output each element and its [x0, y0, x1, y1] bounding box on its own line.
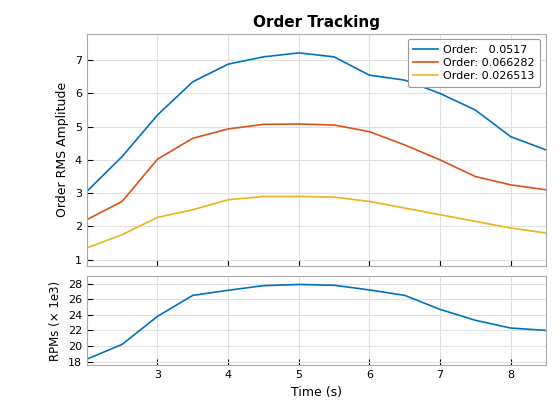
Order: 0.066282: (8, 3.25): 0.066282: (8, 3.25) — [507, 182, 514, 187]
Order: 0.066282: (5.5, 5.05): 0.066282: (5.5, 5.05) — [331, 123, 338, 128]
Order: 0.026513: (4.5, 2.9): 0.026513: (4.5, 2.9) — [260, 194, 267, 199]
Order: 0.066282: (7.5, 3.5): 0.066282: (7.5, 3.5) — [472, 174, 479, 179]
Order:   0.0517: (5.5, 7.1): 0.0517: (5.5, 7.1) — [331, 54, 338, 59]
Order: 0.026513: (6, 2.75): 0.026513: (6, 2.75) — [366, 199, 373, 204]
Legend: Order:   0.0517, Order: 0.066282, Order: 0.026513: Order: 0.0517, Order: 0.066282, Order: 0… — [408, 39, 540, 87]
Order: 0.066282: (4, 4.93): 0.066282: (4, 4.93) — [225, 126, 231, 131]
Line: Order:   0.0517: Order: 0.0517 — [87, 53, 546, 192]
Order: 0.066282: (5, 5.08): 0.066282: (5, 5.08) — [295, 121, 302, 126]
Order: 0.026513: (5, 2.9): 0.026513: (5, 2.9) — [295, 194, 302, 199]
Order:   0.0517: (7, 6): 0.0517: (7, 6) — [437, 91, 444, 96]
Order:   0.0517: (4, 6.88): 0.0517: (4, 6.88) — [225, 62, 231, 67]
Order: 0.026513: (7.5, 2.15): 0.026513: (7.5, 2.15) — [472, 219, 479, 224]
Order:   0.0517: (3, 5.35): 0.0517: (3, 5.35) — [154, 113, 161, 118]
Order: 0.026513: (6.5, 2.55): 0.026513: (6.5, 2.55) — [402, 205, 408, 210]
Order: 0.066282: (2.5, 2.75): 0.066282: (2.5, 2.75) — [119, 199, 125, 204]
Order: 0.026513: (8.5, 1.8): 0.026513: (8.5, 1.8) — [543, 231, 549, 236]
Order:   0.0517: (6, 6.55): 0.0517: (6, 6.55) — [366, 73, 373, 78]
Order: 0.066282: (3.5, 4.65): 0.066282: (3.5, 4.65) — [189, 136, 196, 141]
Line: Order: 0.066282: Order: 0.066282 — [87, 124, 546, 220]
Order: 0.026513: (3, 2.27): 0.026513: (3, 2.27) — [154, 215, 161, 220]
Order: 0.026513: (5.5, 2.88): 0.026513: (5.5, 2.88) — [331, 194, 338, 200]
Order:   0.0517: (4.5, 7.1): 0.0517: (4.5, 7.1) — [260, 54, 267, 59]
Order: 0.066282: (6, 4.85): 0.066282: (6, 4.85) — [366, 129, 373, 134]
Order: 0.066282: (4.5, 5.07): 0.066282: (4.5, 5.07) — [260, 122, 267, 127]
Order: 0.026513: (4, 2.8): 0.026513: (4, 2.8) — [225, 197, 231, 202]
Order:   0.0517: (5, 7.22): 0.0517: (5, 7.22) — [295, 50, 302, 55]
Y-axis label: RPMs (× 1e3): RPMs (× 1e3) — [49, 281, 62, 361]
Order:   0.0517: (7.5, 5.5): 0.0517: (7.5, 5.5) — [472, 108, 479, 113]
Order: 0.026513: (2, 1.35): 0.026513: (2, 1.35) — [83, 245, 90, 250]
Order:   0.0517: (8, 4.7): 0.0517: (8, 4.7) — [507, 134, 514, 139]
Order: 0.066282: (3, 4.02): 0.066282: (3, 4.02) — [154, 157, 161, 162]
Order: 0.066282: (7, 4): 0.066282: (7, 4) — [437, 158, 444, 163]
Order: 0.026513: (2.5, 1.75): 0.026513: (2.5, 1.75) — [119, 232, 125, 237]
Order: 0.026513: (8, 1.95): 0.026513: (8, 1.95) — [507, 226, 514, 231]
Order:   0.0517: (2.5, 4.1): 0.0517: (2.5, 4.1) — [119, 154, 125, 159]
Order:   0.0517: (8.5, 4.3): 0.0517: (8.5, 4.3) — [543, 147, 549, 152]
Order:   0.0517: (2, 3.05): 0.0517: (2, 3.05) — [83, 189, 90, 194]
Title: Order Tracking: Order Tracking — [253, 15, 380, 30]
Order: 0.026513: (3.5, 2.5): 0.026513: (3.5, 2.5) — [189, 207, 196, 212]
Line: Order: 0.026513: Order: 0.026513 — [87, 197, 546, 248]
X-axis label: Time (s): Time (s) — [291, 386, 342, 399]
Order: 0.066282: (6.5, 4.45): 0.066282: (6.5, 4.45) — [402, 142, 408, 147]
Order:   0.0517: (6.5, 6.4): 0.0517: (6.5, 6.4) — [402, 78, 408, 83]
Order:   0.0517: (3.5, 6.35): 0.0517: (3.5, 6.35) — [189, 79, 196, 84]
Order: 0.066282: (2, 2.2): 0.066282: (2, 2.2) — [83, 217, 90, 222]
Order: 0.066282: (8.5, 3.1): 0.066282: (8.5, 3.1) — [543, 187, 549, 192]
Y-axis label: Order RMS Amplitude: Order RMS Amplitude — [56, 82, 69, 218]
Order: 0.026513: (7, 2.35): 0.026513: (7, 2.35) — [437, 212, 444, 217]
